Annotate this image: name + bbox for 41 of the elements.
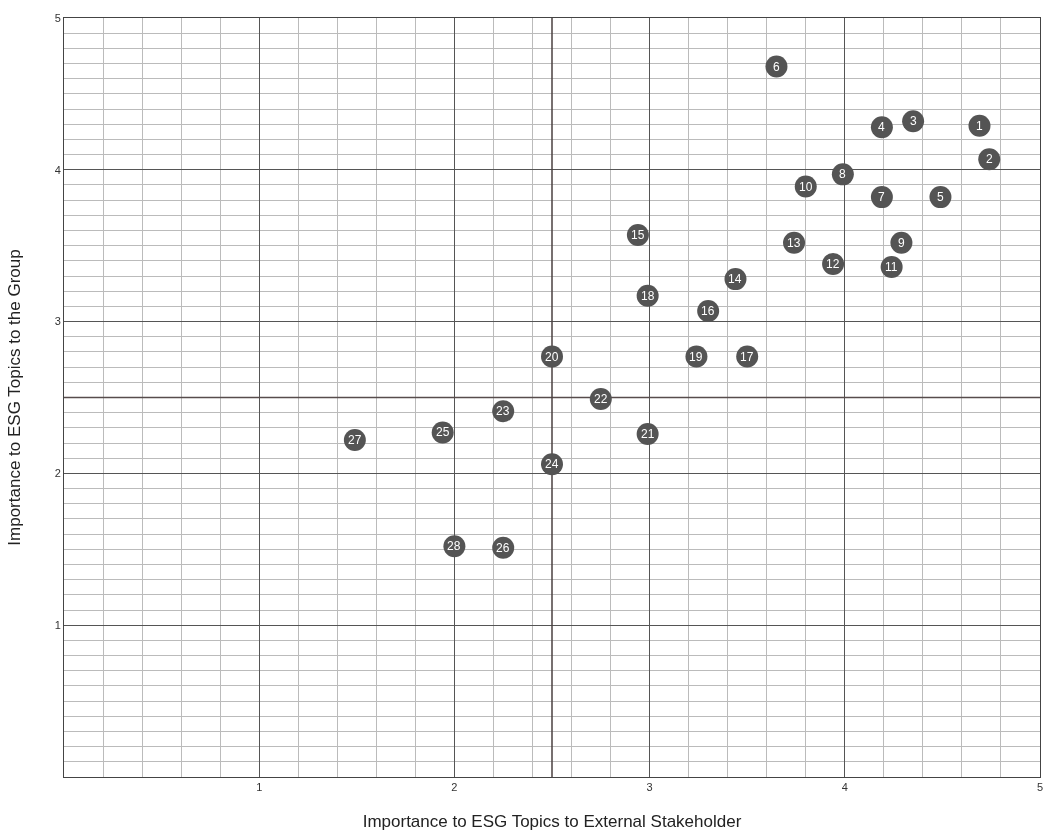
annotation: 28 (447, 539, 461, 553)
annotation: 8 (839, 167, 846, 181)
y-tick-label: 4 (54, 163, 61, 176)
annotation: 14 (728, 272, 742, 286)
annotation: 5 (937, 190, 944, 204)
annotation: 18 (641, 289, 655, 303)
x-tick-label: 4 (841, 781, 848, 794)
y-tick-label: 5 (54, 11, 61, 24)
annotation: 15 (631, 228, 645, 242)
annotation: 1 (976, 119, 983, 133)
annotation: 9 (898, 236, 905, 250)
annotation: 10 (799, 180, 813, 194)
annotation: 24 (545, 457, 559, 471)
y-axis-title: Importance to ESG Topics to the Group (5, 249, 24, 546)
x-axis-title: Importance to ESG Topics to External Stakeholder (362, 812, 742, 831)
annotation: 16 (701, 304, 715, 318)
annotation: 21 (641, 427, 655, 441)
annotation: 27 (348, 433, 362, 447)
point (968, 114, 991, 137)
annotation: 22 (594, 392, 608, 406)
y-tick-label: 2 (54, 467, 61, 480)
annotation: 17 (740, 350, 754, 364)
annotation: 6 (773, 60, 780, 74)
x-tick-label: 1 (256, 781, 263, 794)
annotation: 26 (496, 541, 510, 555)
annotation: 19 (689, 350, 703, 364)
annotation: 13 (787, 236, 801, 250)
annotation: 7 (878, 190, 885, 204)
x-tick-label: 5 (1036, 781, 1044, 794)
annotation: 23 (496, 404, 510, 418)
annotation: 3 (910, 114, 917, 128)
annotation: 20 (545, 350, 559, 364)
annotation: 25 (436, 425, 450, 439)
x-tick-label: 2 (451, 781, 458, 794)
y-tick-label: 3 (54, 315, 61, 328)
y-tick-label: 1 (54, 619, 61, 632)
annotation: 2 (986, 152, 993, 166)
annotation: 12 (826, 257, 840, 271)
x-tick-label: 3 (646, 781, 653, 794)
annotation: 4 (878, 120, 885, 134)
annotation: 11 (885, 260, 898, 274)
